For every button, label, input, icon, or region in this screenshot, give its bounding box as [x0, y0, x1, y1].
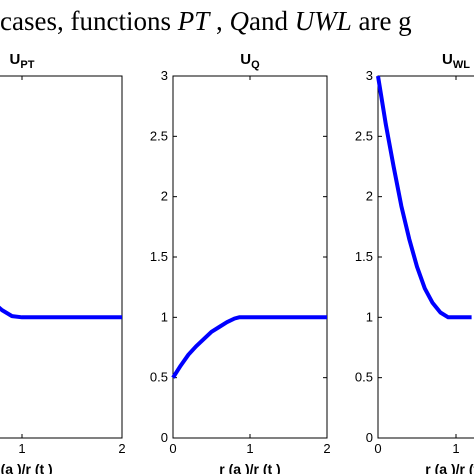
plot-3-y-tick-label: 1.5: [355, 249, 373, 264]
plot-3-title-subscript: WL: [453, 59, 470, 71]
plot-2-y-tick-label: 2.5: [150, 128, 168, 143]
caption-and: and: [248, 6, 288, 36]
plot-2-series-line: [171, 315, 327, 379]
plot-3-frame: [377, 75, 474, 439]
plot-3-y-tick-label: 0.5: [355, 370, 373, 385]
plot-2-y-tick-label: 1: [161, 309, 168, 324]
plot-1-x-tick-label: 1: [18, 441, 25, 456]
plot-2-frame: [172, 75, 328, 439]
plot-3-y-tick-label: 3: [366, 68, 373, 83]
plot-2-y-tick-label: 1.5: [150, 249, 168, 264]
plot-2-x-tick-label: 0: [169, 441, 176, 456]
plot-3-y-tick-label: 0: [366, 430, 373, 445]
plot-2-y-tick-label: 2: [161, 189, 168, 204]
plot-2-title: UQ: [240, 51, 260, 71]
caption-comma: ,: [215, 6, 223, 36]
caption-function-uwl: UWL: [294, 6, 352, 36]
plot-1-x-tick-label: 2: [118, 441, 125, 456]
plot-2-y-tick-label: 0: [161, 430, 168, 445]
plot-3-x-label: r (a )/r (t ): [425, 461, 474, 474]
plot-2-x-label: r (a )/r (t ): [219, 461, 280, 474]
plot-2-y-tick-label: 3: [161, 68, 168, 83]
plot-3-x-tick-label: 0: [374, 441, 381, 456]
caption-function-q: Q: [229, 6, 249, 36]
plot-2-x-tick-label: 1: [246, 441, 253, 456]
plot-1-x-label: r (a )/r (t ): [0, 461, 53, 474]
plot-2-x-tick-label: 2: [323, 441, 330, 456]
plot-3-y-tick-label: 1: [366, 309, 373, 324]
plot-1-series-line: [0, 305, 122, 320]
caption-prefix: cases, functions: [0, 6, 171, 36]
caption-text: cases, functions PT , Qand UWL are g: [0, 6, 474, 37]
caption-suffix: are g: [358, 6, 412, 36]
plot-3-series-line: [376, 75, 472, 320]
plot-3-title: UWL: [442, 51, 470, 71]
plot-1-title: UPT: [10, 51, 35, 71]
plot-3-y-tick-label: 2: [366, 189, 373, 204]
caption-function-pt: PT: [177, 6, 210, 36]
plot-2-y-tick-label: 0.5: [150, 370, 168, 385]
plot-1-title-subscript: PT: [20, 59, 34, 71]
plot-1-frame: [0, 75, 123, 439]
plot-3-y-tick-label: 2.5: [355, 128, 373, 143]
plot-3-x-tick-label: 1: [452, 441, 459, 456]
plot-2-title-subscript: Q: [251, 59, 260, 71]
